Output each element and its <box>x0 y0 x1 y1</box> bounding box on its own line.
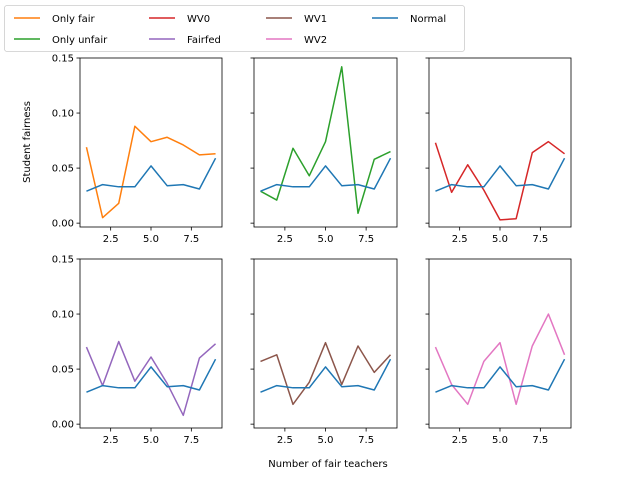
series-line-normal <box>86 358 217 393</box>
subplot-2: 2.5 5.0 7.5 <box>250 57 398 245</box>
subplot-5: 2.5 5.0 7.5 <box>250 258 398 446</box>
y-tick-label: 0.15 <box>52 54 74 65</box>
x-tick-label: 5.0 <box>318 435 334 446</box>
x-tick-label: 5.0 <box>492 435 508 446</box>
subplot-grid: 2.5 5.0 7.5 0.00 0.05 0.10 0.15 2.5 5.0 7.5 2.5 5.0… <box>52 54 572 446</box>
series-line-normal <box>260 358 392 393</box>
series-line-wv1 <box>260 341 392 406</box>
x-tick-label: 2.5 <box>452 234 468 245</box>
x-tick-label: 7.5 <box>532 234 548 245</box>
x-tick-label: 5.0 <box>143 435 159 446</box>
legend-frame <box>4 5 465 52</box>
series-line-wv0 <box>434 140 566 221</box>
x-tick-label: 7.5 <box>532 435 548 446</box>
axes-frame <box>79 57 223 228</box>
x-axis-label: Number of fair teachers <box>268 459 387 470</box>
legend-label: Only fair <box>52 14 96 25</box>
y-tick-label: 0.00 <box>52 420 74 431</box>
series-line-wv2 <box>434 313 566 406</box>
x-tick-label: 7.5 <box>183 234 199 245</box>
legend-label: Fairfed <box>187 35 221 46</box>
subplot-6: 2.5 5.0 7.5 <box>425 258 572 446</box>
x-tick-label: 7.5 <box>358 234 374 245</box>
subplot-1: 2.5 5.0 7.5 0.00 0.05 0.10 0.15 <box>52 54 223 245</box>
x-tick-label: 5.0 <box>492 234 508 245</box>
series-line-fairfed <box>85 340 217 417</box>
axes-frame <box>79 258 223 429</box>
y-tick-label: 0.10 <box>52 109 74 120</box>
x-tick-label: 2.5 <box>277 234 293 245</box>
x-tick-label: 2.5 <box>103 435 119 446</box>
x-tick-label: 5.0 <box>143 234 159 245</box>
y-tick-label: 0.15 <box>52 255 74 266</box>
series-line-only-unfair <box>260 66 391 214</box>
legend-label: Only unfair <box>52 35 108 46</box>
series-line-normal <box>260 157 392 192</box>
legend-label: WV0 <box>187 14 210 25</box>
x-tick-label: 2.5 <box>103 234 119 245</box>
legend-label: WV2 <box>304 35 327 46</box>
series-line-normal <box>435 358 566 393</box>
x-tick-label: 5.0 <box>318 234 334 245</box>
y-axis-label: Student fairness <box>22 101 33 183</box>
series-line-normal <box>86 157 217 192</box>
x-tick-label: 7.5 <box>358 435 374 446</box>
y-tick-label: 0.10 <box>52 310 74 321</box>
legend-label: Normal <box>410 14 446 25</box>
y-tick-label: 0.00 <box>52 219 74 230</box>
legend-label: WV1 <box>304 14 327 25</box>
y-tick-label: 0.05 <box>52 365 74 376</box>
x-tick-label: 2.5 <box>452 435 468 446</box>
subplot-4: 2.5 5.0 7.5 0.00 0.05 0.10 0.15 <box>52 255 223 446</box>
subplot-3: 2.5 5.0 7.5 <box>425 57 572 245</box>
series-line-only-fair <box>85 125 216 219</box>
x-tick-label: 7.5 <box>183 435 199 446</box>
x-tick-label: 2.5 <box>277 435 293 446</box>
legend: Only fair Only unfair WV0 Fairfed WV1 WV2 Norm… <box>4 5 465 52</box>
series-line-normal <box>435 157 566 192</box>
y-tick-label: 0.05 <box>52 164 74 175</box>
